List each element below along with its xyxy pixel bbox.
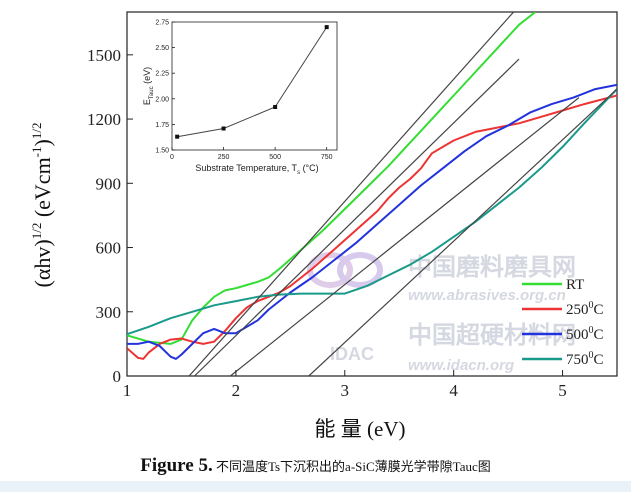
legend: RT 2500C 5000C 7500C [522,277,604,368]
inset-y-tick-label: 2.50 [155,45,169,52]
watermark-group: 中国磨料磨具网 www.abrasives.org.cn 中国超硬材料网 www… [307,252,576,374]
x-tick-label: 5 [558,381,567,400]
y-tick-label: 900 [96,174,122,193]
x-tick-label: 1 [123,381,132,400]
inset-x-tick-label: 0 [170,154,174,161]
watermark-abrasives-url: www.abrasives.org.cn [408,287,566,304]
fit-line-1 [188,12,515,376]
footer-bar [0,481,631,492]
watermark-abrasives-cn: 中国磨料磨具网 [408,254,576,281]
legend-label: RT [566,277,584,293]
x-axis-label: 能 量 (eV) [315,417,406,441]
inset-data-point [273,104,278,109]
inset-frame [171,21,338,151]
x-tick-label: 2 [232,381,241,400]
legend-label: 5000C [566,325,604,343]
series-line-rt [127,12,536,345]
watermark-idac-logo: IDAC [330,344,374,364]
series-line-500c [127,83,617,360]
fit-line-3 [230,97,580,376]
inset-axes: 0 250 500 750 1.50 1.75 2.00 2.25 2.50 2.75 [155,20,332,162]
inset-y-tick-label: 1.75 [155,122,169,129]
inset-y-tick-label: 2.25 [155,71,169,78]
x-tick-label: 4 [449,381,458,400]
inset-x-axis-label: Substrate Temperature, Ts (°C) [195,163,318,176]
plot-frame [126,11,618,377]
inset-background [139,18,342,178]
y-tick-label: 1500 [87,46,121,65]
inset-x-tick-label: 250 [218,154,230,161]
legend-label: 2500C [566,300,604,318]
svg-text:(αhv)1/2 (eVcm-1)1/2: (αhv)1/2 (eVcm-1)1/2 [29,123,55,288]
tauc-figure: 中国磨料磨具网 www.abrasives.org.cn 中国超硬材料网 www… [29,11,618,441]
inset-x-tick-label: 750 [321,154,333,161]
y-tick-label: 1200 [87,110,121,129]
y-tick-label: 300 [96,303,122,322]
series-line-250c [127,94,617,360]
y-tick-label: 600 [96,239,122,258]
inset-x-tick-label: 500 [269,154,281,161]
y-tick-label: 0 [113,367,122,386]
caption-label: Figure 5. [140,455,213,476]
inset-y-tick-label: 2.00 [155,96,169,103]
main-axes: 1 2 3 4 5 0 300 600 900 1200 1500 [87,46,567,400]
fit-line-2 [194,58,520,376]
inset-data-point [175,134,180,139]
figure-caption: Figure 5. 不同温度Ts下沉积出的a-SiC薄膜光学带隙Tauc图 [0,455,631,477]
inset-data-point [324,25,329,30]
fit-line-4 [308,88,617,376]
inset-data-point [221,126,226,131]
inset-series-line [177,26,328,138]
inset-y-tick-label: 1.50 [155,148,169,155]
watermark-idac-cn: 中国超硬材料网 [408,322,576,349]
watermark-idac-url: www.idacn.org [408,357,514,374]
inset-y-tick-label: 2.75 [155,20,169,27]
main-plot [127,12,617,376]
legend-label: 7500C [566,350,604,368]
x-tick-label: 3 [341,381,350,400]
series-line-750c [127,88,617,336]
y-axis-label: (αhv)1/2 (eVcm-1)1/2 [29,123,55,288]
caption-text: 不同温度Ts下沉积出的a-SiC薄膜光学带隙Tauc图 [215,459,491,474]
inset-plot [175,25,329,139]
